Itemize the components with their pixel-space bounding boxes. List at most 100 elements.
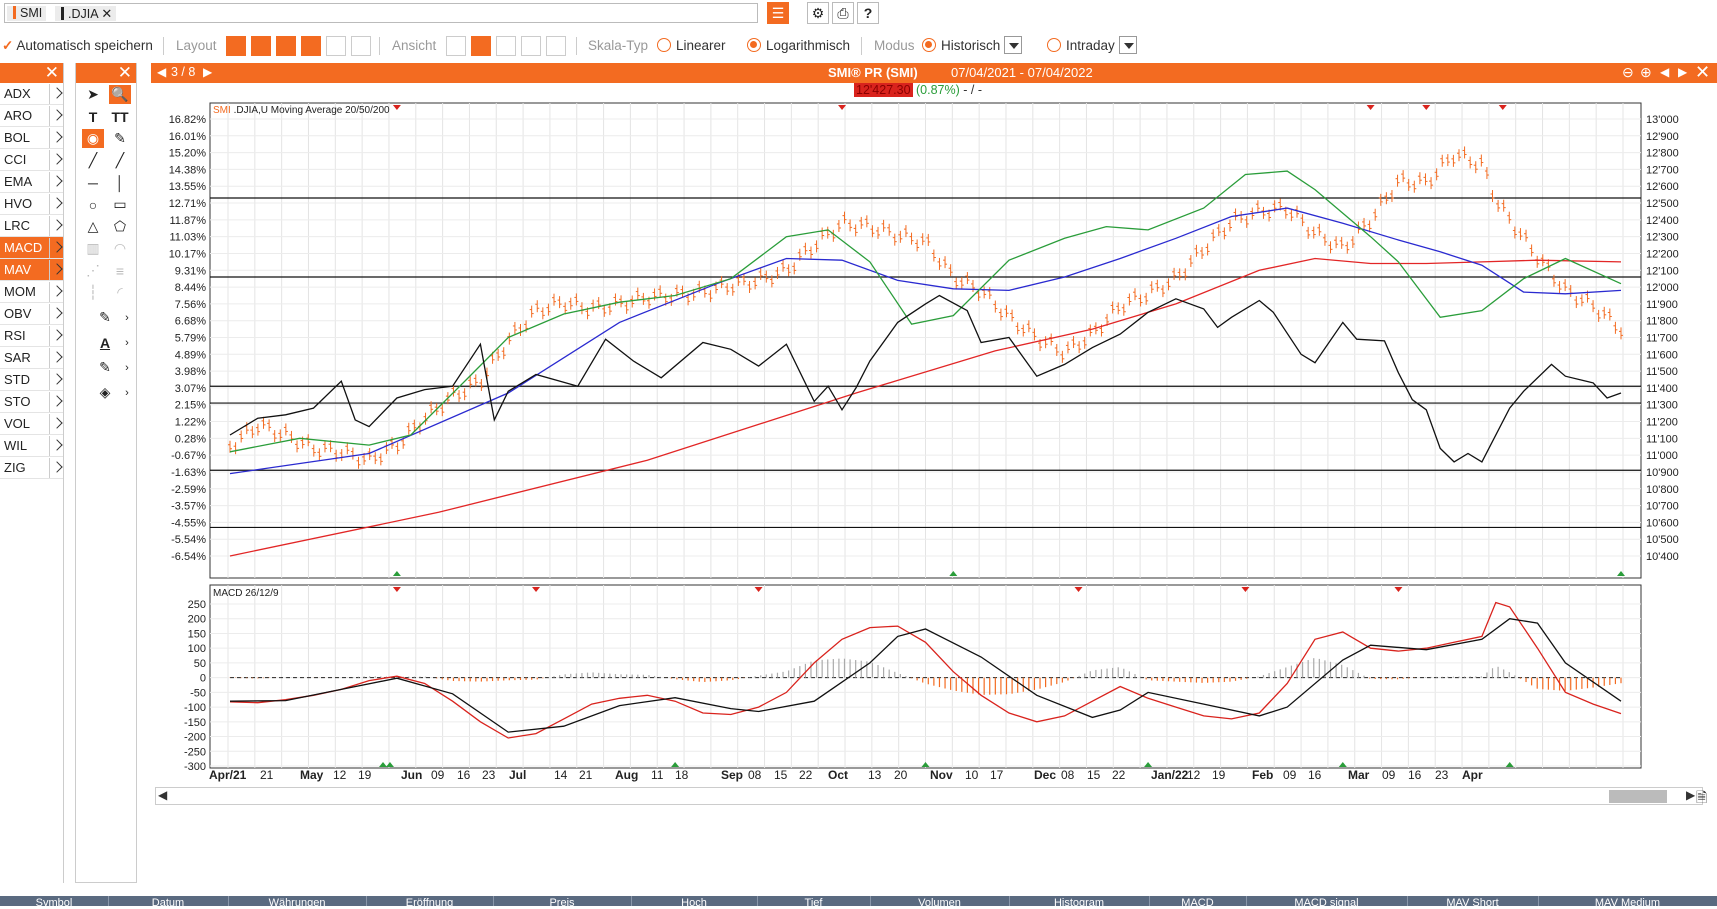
horizontal-scrollbar[interactable]: ◀ ▶: [155, 787, 1703, 805]
chevron-right-icon[interactable]: ›: [125, 311, 129, 324]
close-icon[interactable]: ✕: [117, 63, 132, 82]
autosave-toggle[interactable]: ✓ Automatisch speichern: [2, 30, 153, 62]
line-chart-icon[interactable]: [446, 36, 466, 56]
zoom-in-icon[interactable]: ⊕: [1640, 64, 1652, 80]
channel-tool-icon[interactable]: ≡: [115, 262, 125, 279]
chevron-right-icon[interactable]: [49, 128, 63, 148]
scrollbar-thumb[interactable]: [1609, 790, 1667, 803]
chevron-right-icon[interactable]: [49, 392, 63, 412]
chevron-right-icon[interactable]: ›: [125, 386, 129, 399]
area-chart-icon[interactable]: [546, 36, 566, 56]
indicator-item-cci[interactable]: CCI: [0, 149, 63, 171]
help-icon[interactable]: ?: [857, 2, 879, 24]
text-size-icon[interactable]: TT: [111, 108, 129, 125]
chevron-right-icon[interactable]: ›: [125, 336, 129, 349]
triangle-tool-icon[interactable]: △: [87, 218, 99, 234]
grid-layout-icon[interactable]: [326, 36, 346, 56]
chevron-right-icon[interactable]: [49, 172, 63, 192]
rect-tool-icon[interactable]: ▭: [113, 196, 127, 212]
polygon-tool-icon[interactable]: ⬠: [113, 218, 127, 234]
line-color-icon[interactable]: ✎: [99, 309, 111, 325]
ohlc-chart-icon[interactable]: [471, 36, 491, 56]
chevron-right-icon[interactable]: [49, 238, 63, 258]
indicator-item-sto[interactable]: STO: [0, 391, 63, 413]
symbol-search-input[interactable]: SMI .DJIA ✕: [4, 3, 758, 23]
chevron-right-icon[interactable]: [49, 370, 63, 390]
chevron-right-icon[interactable]: [49, 282, 63, 302]
multi-line-icon[interactable]: [521, 36, 541, 56]
column-header[interactable]: MACD: [1181, 897, 1214, 909]
column-header[interactable]: MAV Short: [1446, 897, 1499, 909]
column-header[interactable]: Währungen: [268, 897, 326, 909]
vline-tool-icon[interactable]: │: [115, 174, 125, 191]
indicator-item-lrc[interactable]: LRC: [0, 215, 63, 237]
indicator-item-ema[interactable]: EMA: [0, 171, 63, 193]
indicator-item-mom[interactable]: MOM: [0, 281, 63, 303]
chevron-right-icon[interactable]: [49, 84, 63, 104]
close-icon[interactable]: ✕: [101, 6, 113, 21]
pen-layout-icon[interactable]: [276, 36, 296, 56]
indicator-item-adx[interactable]: ADX: [0, 83, 63, 105]
column-header[interactable]: Volumen: [918, 897, 961, 909]
indicator-item-zig[interactable]: ZIG: [0, 457, 63, 479]
indicator-item-bol[interactable]: BOL: [0, 127, 63, 149]
column-header[interactable]: Eröffnung: [405, 897, 454, 909]
chevron-down-icon[interactable]: [1118, 36, 1137, 54]
close-icon[interactable]: ✕: [1695, 62, 1711, 82]
symbol-chip-smi[interactable]: SMI: [7, 6, 47, 21]
hline-tool-icon[interactable]: ─: [88, 174, 98, 191]
tag-layout-icon[interactable]: [251, 36, 271, 56]
print-icon[interactable]: ⎙: [832, 2, 854, 24]
chevron-right-icon[interactable]: [49, 326, 63, 346]
price-chart[interactable]: 16.82% 16.01% 15.20% 14.38% 13.55% 12.71% 11.8…: [151, 63, 1717, 883]
radio-historisch[interactable]: Historisch: [922, 30, 1023, 62]
table-layout-icon[interactable]: [301, 36, 321, 56]
chevron-right-icon[interactable]: [49, 304, 63, 324]
radio-intraday[interactable]: Intraday: [1047, 30, 1137, 62]
chevron-right-icon[interactable]: [49, 348, 63, 368]
circle-tool-icon[interactable]: ○: [88, 196, 98, 213]
chevron-right-icon[interactable]: [49, 436, 63, 456]
scroll-right-icon[interactable]: ▶: [1678, 65, 1688, 79]
chevron-down-icon[interactable]: [1004, 36, 1023, 54]
scroll-left-icon[interactable]: ◀: [1660, 65, 1670, 79]
chevron-right-icon[interactable]: [49, 194, 63, 214]
chevron-right-icon[interactable]: [49, 106, 63, 126]
indicator-item-mav[interactable]: MAV: [0, 259, 63, 281]
settings-sliders-icon[interactable]: ☰: [767, 2, 789, 24]
indicator-item-wil[interactable]: WIL: [0, 435, 63, 457]
indicator-item-sar[interactable]: SAR: [0, 347, 63, 369]
text-icon[interactable]: T: [88, 108, 98, 125]
zoom-out-icon[interactable]: ⊖: [1622, 64, 1634, 80]
chevron-right-icon[interactable]: [49, 150, 63, 170]
cursor-layout-icon[interactable]: [351, 36, 371, 56]
scroll-left-icon[interactable]: ◀: [158, 788, 168, 802]
zoom-icon[interactable]: 🔍: [109, 85, 131, 104]
indicator-item-rsi[interactable]: RSI: [0, 325, 63, 347]
gann-tool-icon[interactable]: ┆: [88, 284, 98, 300]
column-header[interactable]: Histogram: [1053, 897, 1105, 909]
ray-tool-icon[interactable]: ╱: [115, 152, 125, 168]
eraser-icon[interactable]: ✎: [114, 130, 126, 146]
radio-linear[interactable]: Linearer: [657, 30, 726, 62]
text-color-icon[interactable]: A: [99, 334, 111, 351]
column-header[interactable]: Datum: [151, 897, 185, 909]
line-tool-icon[interactable]: ╱: [88, 152, 98, 168]
indicator-item-macd[interactable]: MACD: [0, 237, 63, 259]
column-header[interactable]: Preis: [549, 897, 575, 909]
column-header[interactable]: Symbol: [35, 897, 73, 909]
close-icon[interactable]: ✕: [44, 63, 59, 82]
export-icon[interactable]: 🗎: [1696, 789, 1708, 805]
arc-tool-icon[interactable]: ◠: [113, 240, 127, 256]
indicator-item-aro[interactable]: ARO: [0, 105, 63, 127]
fib-tool-icon[interactable]: ▥: [86, 240, 100, 256]
indicator-item-vol[interactable]: VOL: [0, 413, 63, 435]
list-layout-icon[interactable]: [226, 36, 246, 56]
chevron-right-icon[interactable]: [49, 216, 63, 236]
page-prev-icon[interactable]: ◀: [157, 65, 167, 79]
page-next-icon[interactable]: ▶: [203, 65, 213, 79]
fan-tool-icon[interactable]: ⋰: [86, 262, 100, 278]
indicator-item-obv[interactable]: OBV: [0, 303, 63, 325]
chevron-right-icon[interactable]: [49, 260, 63, 280]
indicator-item-std[interactable]: STD: [0, 369, 63, 391]
